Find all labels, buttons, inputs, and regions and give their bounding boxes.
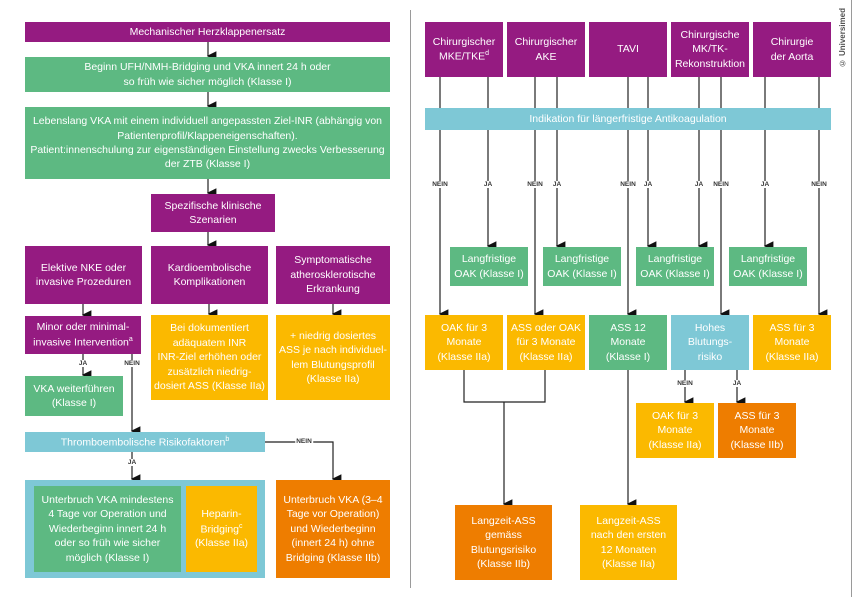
lifelong-vka-box: Lebenslang VKA mit einem individuell ang… [25,107,390,179]
procedure-label: Chirurgischer MKE/TKE [432,35,496,63]
cardioembolic-action: Bei dokumentiert adäquatem INR INR-Ziel … [151,315,268,400]
minor-text: Minor oder minimal- invasive Interventio… [33,321,130,349]
long-term-ass-bleeding-risk: Langzeit-ASS gemäss Blutungsrisiko (Klas… [455,505,552,580]
long-term-oak-4: Langfristige OAK (Klasse I) [729,247,807,286]
label-nein: NEIN [712,181,730,188]
scenario-cardioembolic: Kardioembolische Komplikationen [151,246,268,304]
clinical-scenarios-box: Spezifische klinische Szenarien [151,194,275,232]
minor-intervention-box: Minor oder minimal- invasive Interventio… [25,316,141,354]
label-ja: JA [77,360,89,367]
label-nein: NEIN [431,181,449,188]
long-term-ass-after-12-months: Langzeit-ASS nach den ersten 12 Monaten … [580,505,677,580]
heparin-bridging-box: Heparin- Bridgingc (Klasse IIa) [186,486,257,572]
ass-12-months: ASS 12 Monate (Klasse I) [589,315,667,370]
scenario-elective: Elektive NKE oder invasive Prozeduren [25,246,142,304]
label-ja: JA [642,181,654,188]
continue-vka-box: VKA weiterführen (Klasse I) [25,376,123,416]
label-ja: JA [693,181,705,188]
bleed-yes-ass-3-months: ASS für 3 Monate (Klasse IIb) [718,403,796,458]
label-nein: NEIN [676,380,694,387]
long-term-oak-3: Langfristige OAK (Klasse I) [636,247,714,286]
footnote-a: a [128,335,133,343]
footnote-b: b [225,435,230,443]
heparin-class: (Klasse IIa) [194,537,249,550]
thrombo-text: Thromboembolische Risikofaktoren [60,436,226,448]
start-bridging-box: Beginn UFH/NMH-Bridging und VKA innert 2… [25,57,390,92]
high-bleeding-risk: Hohes Blutungs- risiko [671,315,749,370]
label-ja: JA [551,181,563,188]
oak-3-months: OAK für 3 Monate (Klasse IIa) [425,315,503,370]
long-term-anticoagulation-indication: Indikation für längerfristige Antikoagul… [425,108,831,130]
procedure-ake: Chirurgischer AKE [507,22,585,77]
interrupt-without-bridging: Unterbruch VKA (3–4 Tage vor Operation) … [276,480,390,578]
interrupt-with-bridging: Unterbruch VKA mindestens 4 Tage vor Ope… [34,486,181,572]
scenario-atherosclerotic: Symptomatische atherosklerotische Erkran… [276,246,390,304]
thromboembolic-risk-box: Thromboembolische Risikofaktorenb [25,432,265,452]
long-term-oak-2: Langfristige OAK (Klasse I) [543,247,621,286]
ass-3-months-aorta: ASS für 3 Monate (Klasse IIa) [753,315,831,370]
label-nein: NEIN [295,438,313,445]
ass-or-oak-3-months: ASS oder OAK für 3 Monate (Klasse IIa) [507,315,585,370]
procedure-mk-tk-reconstruction: Chirurgische MK/TK- Rekonstruktion [671,22,749,77]
label-ja: JA [759,181,771,188]
label-nein: NEIN [526,181,544,188]
right-border [851,0,852,597]
footnote-d: d [485,50,489,58]
atherosclerotic-action: + niedrig dosiertes ASS je nach individu… [276,315,390,400]
procedure-mke-tke: Chirurgischer MKE/TKEd [425,22,503,77]
label-ja: JA [126,459,138,466]
long-term-oak-1: Langfristige OAK (Klasse I) [450,247,528,286]
heparin-text: Heparin- Bridging [200,508,242,535]
title-mechanical-valve: Mechanischer Herzklappenersatz [25,22,390,42]
label-ja: JA [731,380,743,387]
footnote-c: c [239,522,243,530]
label-nein: NEIN [810,181,828,188]
bleed-no-oak-3-months: OAK für 3 Monate (Klasse IIa) [636,403,714,458]
panel-divider [410,10,411,588]
label-nein: NEIN [619,181,637,188]
procedure-aorta: Chirurgie der Aorta [753,22,831,77]
procedure-tavi: TAVI [589,22,667,77]
label-ja: JA [482,181,494,188]
label-nein: NEIN [123,360,141,367]
